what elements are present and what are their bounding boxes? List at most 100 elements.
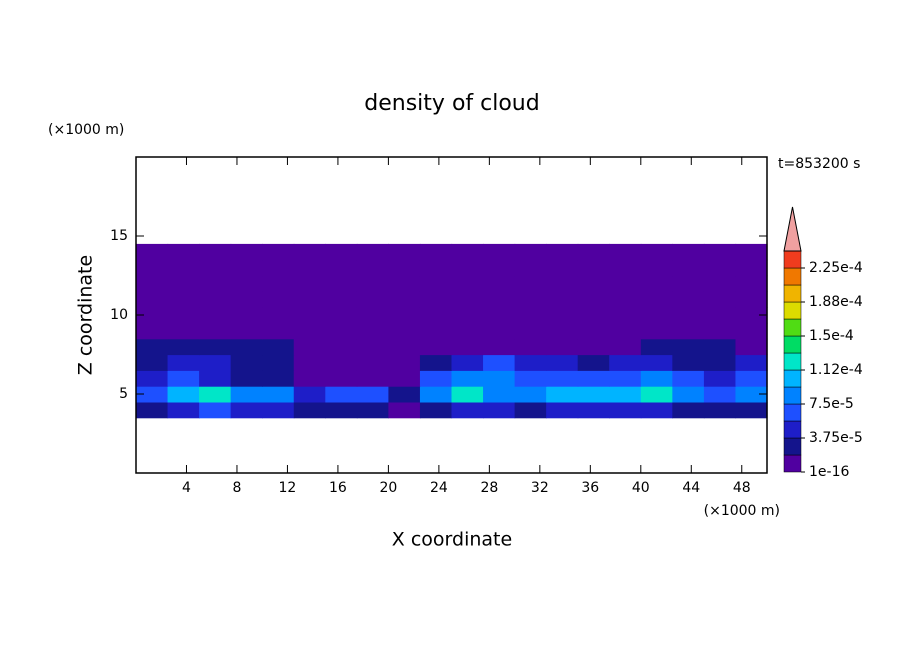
cell — [577, 307, 610, 324]
colorbar-band — [783, 301, 802, 320]
cell — [703, 354, 737, 371]
cell — [703, 259, 737, 277]
cell — [419, 338, 453, 356]
cell — [262, 370, 295, 387]
cell — [735, 401, 768, 419]
cell — [640, 307, 673, 324]
cell — [136, 307, 169, 324]
cell — [293, 354, 326, 371]
cell — [419, 259, 453, 277]
colorbar-band — [783, 284, 802, 303]
cell — [609, 307, 642, 324]
cell — [230, 307, 263, 324]
cell — [325, 338, 358, 356]
colorbar-band — [783, 335, 802, 354]
cell — [703, 370, 737, 387]
cell — [483, 259, 516, 277]
cell — [514, 307, 547, 324]
cell — [546, 401, 579, 419]
cell — [451, 338, 484, 356]
time-label: t=853200 s — [778, 156, 860, 172]
cell — [388, 370, 421, 387]
colorbar-band — [783, 386, 802, 405]
cell — [514, 338, 547, 356]
x-tick-label: 16 — [329, 480, 347, 496]
cell — [735, 307, 768, 324]
cell — [262, 259, 295, 277]
cell — [136, 291, 169, 308]
colorbar-band — [783, 267, 802, 286]
cell — [230, 370, 263, 387]
cell — [293, 243, 326, 261]
cell — [451, 354, 484, 371]
x-tick-label: 36 — [581, 480, 599, 496]
cell — [262, 307, 295, 324]
cell — [262, 322, 295, 340]
x-tick-label: 40 — [632, 480, 650, 496]
cell — [703, 275, 737, 292]
cell — [577, 291, 610, 308]
cell — [136, 243, 169, 261]
cell — [167, 291, 200, 308]
colorbar-band — [783, 318, 802, 337]
cell — [609, 322, 642, 340]
cell — [230, 322, 263, 340]
colorbar-extension — [783, 206, 802, 252]
y-tick-label: 5 — [119, 386, 128, 402]
cell — [577, 370, 610, 387]
cell — [388, 243, 421, 261]
cell — [672, 370, 705, 387]
cell — [703, 307, 737, 324]
colorbar-tick-label: 1e-16 — [809, 464, 849, 480]
cell — [293, 275, 326, 292]
colorbar-band — [783, 437, 802, 456]
cell — [136, 401, 169, 419]
x-tick-label: 44 — [682, 480, 700, 496]
cell — [419, 354, 453, 371]
cell — [356, 307, 389, 324]
cell — [640, 338, 673, 356]
cell — [230, 291, 263, 308]
cell — [262, 338, 295, 356]
cell — [483, 291, 516, 308]
cell — [199, 401, 232, 419]
cell — [388, 338, 421, 356]
cell — [388, 401, 421, 419]
cell — [577, 322, 610, 340]
y-tick-label: 10 — [110, 307, 128, 323]
cell — [325, 401, 358, 419]
cell — [546, 243, 579, 261]
x-tick-label: 4 — [182, 480, 191, 496]
cell — [230, 354, 263, 371]
cell — [356, 243, 389, 261]
cell — [609, 275, 642, 292]
cell — [735, 338, 768, 356]
cell — [577, 259, 610, 277]
cell — [325, 354, 358, 371]
cell — [577, 338, 610, 356]
cell — [577, 401, 610, 419]
cell — [356, 370, 389, 387]
colorbar-band — [783, 420, 802, 439]
cell — [356, 354, 389, 371]
cell — [419, 322, 453, 340]
cell — [514, 243, 547, 261]
cell — [735, 275, 768, 292]
cell — [293, 322, 326, 340]
cell — [136, 322, 169, 340]
cell — [672, 322, 705, 340]
cell — [672, 307, 705, 324]
cell — [199, 275, 232, 292]
cell — [703, 322, 737, 340]
colorbar-tick-label: 7.5e-5 — [809, 396, 854, 412]
cell — [388, 259, 421, 277]
cell — [293, 386, 326, 403]
cell — [672, 243, 705, 261]
cell — [640, 275, 673, 292]
cell — [640, 370, 673, 387]
cell — [640, 322, 673, 340]
cell — [230, 243, 263, 261]
cell — [199, 338, 232, 356]
cell — [672, 338, 705, 356]
cell — [325, 275, 358, 292]
